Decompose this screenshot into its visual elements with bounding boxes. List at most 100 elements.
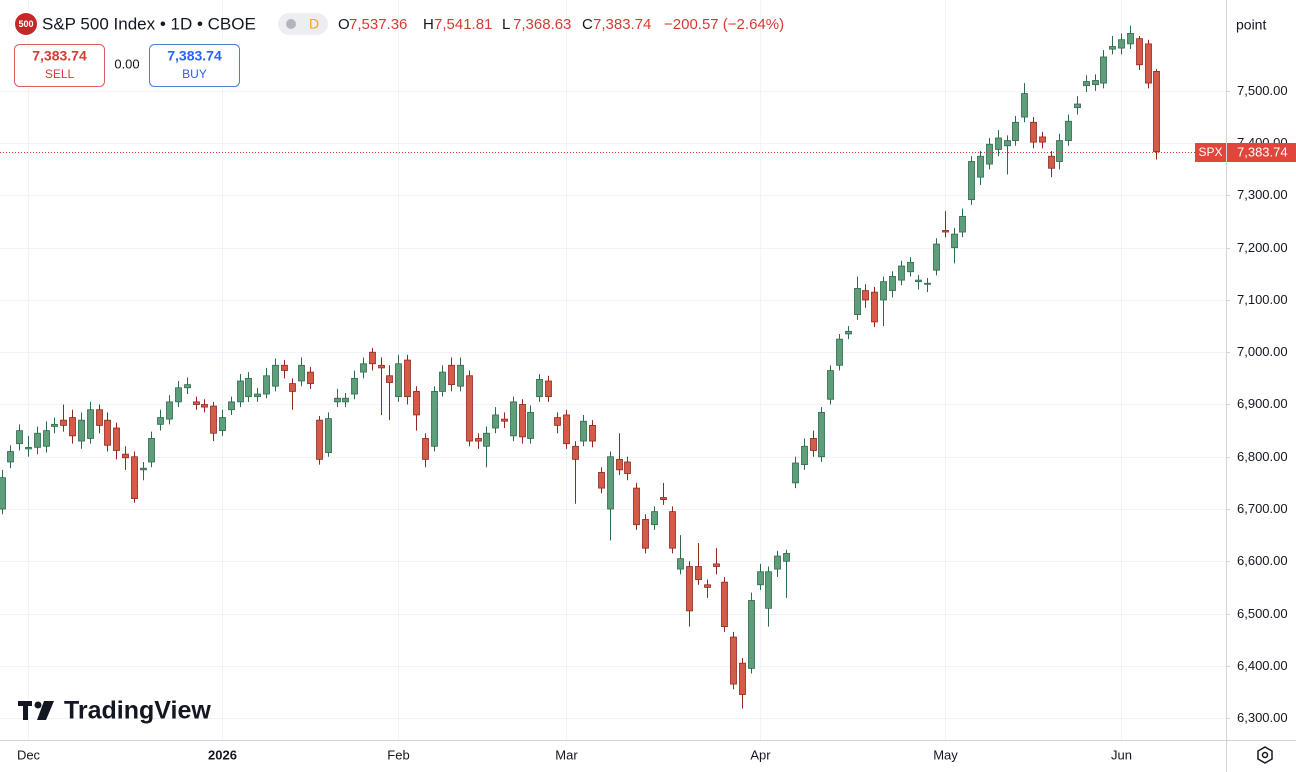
- candle-body: [113, 427, 120, 451]
- candle-body: [272, 364, 279, 387]
- candle-body: [298, 364, 305, 382]
- candle-body: [219, 417, 226, 432]
- candle-body: [439, 371, 446, 392]
- candle-body: [854, 288, 861, 316]
- y-tick-label: 7,100.00: [1237, 292, 1288, 307]
- candle-body: [933, 243, 940, 271]
- ohlc-legend: O 7,537.36 H 7,541.81 L 7,368.63 C 7,383.74: [338, 16, 651, 33]
- grid: [0, 0, 1230, 740]
- candle-body: [228, 401, 235, 411]
- candle-body: [624, 461, 631, 474]
- y-tick-label: 6,600.00: [1237, 553, 1288, 568]
- candle-body: [677, 558, 684, 570]
- candle-body: [166, 401, 173, 420]
- candle-body: [316, 419, 323, 460]
- tv-logo: [18, 701, 54, 720]
- candle-body: [510, 401, 517, 437]
- ohlc-value: 7,541.81: [434, 16, 492, 33]
- y-tick-label: 7,200.00: [1237, 240, 1288, 255]
- candle-body: [69, 417, 76, 437]
- candle-body: [378, 364, 385, 369]
- price-tag-text: 7,383.74: [1237, 144, 1288, 159]
- ohlc-key: H: [423, 16, 434, 33]
- candle-body: [78, 419, 85, 442]
- mode-dot: [286, 19, 296, 29]
- candle-body: [554, 417, 561, 426]
- candle-body: [325, 418, 332, 453]
- symbol-title[interactable]: S&P 500 Index • 1D • CBOE: [42, 14, 256, 33]
- candle-body: [536, 379, 543, 398]
- candle-body: [519, 404, 526, 438]
- candle-body: [862, 290, 869, 301]
- sell-button[interactable]: [14, 44, 105, 87]
- candle-body: [16, 430, 23, 445]
- x-tick-label: 2026: [208, 747, 237, 762]
- candle-body: [1065, 120, 1072, 141]
- candle-body: [184, 384, 191, 389]
- candle-body: [1056, 140, 1063, 162]
- candle-body: [60, 419, 67, 426]
- candle-body: [774, 555, 781, 570]
- buy-button[interactable]: [149, 44, 240, 87]
- x-tick-label: Dec: [17, 747, 41, 762]
- candle-body: [765, 571, 772, 609]
- sell-price: 7,383.74: [32, 48, 87, 64]
- candle-body: [351, 377, 358, 395]
- candle-body: [968, 161, 975, 201]
- candle-body: [360, 363, 367, 373]
- candle-body: [448, 364, 455, 386]
- candle-body: [7, 451, 14, 463]
- candle-body: [0, 477, 6, 510]
- candle-body: [1012, 121, 1019, 141]
- candle-body: [1136, 38, 1143, 66]
- candle-body: [748, 600, 755, 669]
- candle-body: [563, 414, 570, 445]
- candle-body: [730, 636, 737, 685]
- candle-body: [1145, 43, 1152, 84]
- candle-body: [1118, 39, 1125, 49]
- mode-letter: D: [309, 16, 319, 32]
- candle-body: [1092, 80, 1099, 86]
- buy-label: BUY: [182, 67, 207, 81]
- candle-body: [413, 391, 420, 416]
- candle-body: [1100, 56, 1107, 84]
- change: −200.57 (−2.64%): [664, 16, 784, 33]
- candle-body: [289, 383, 296, 392]
- candle-body: [395, 363, 402, 398]
- ohlc-key: O: [338, 16, 350, 33]
- candle-body: [431, 391, 438, 447]
- mode-pill[interactable]: [278, 13, 328, 35]
- candle-body: [704, 584, 711, 588]
- x-tick-label: Jun: [1111, 747, 1132, 762]
- candle-body: [598, 472, 605, 489]
- candle-body: [580, 420, 587, 442]
- candle-body: [245, 377, 252, 398]
- y-tick-label: 6,900.00: [1237, 396, 1288, 411]
- candle-body: [237, 380, 244, 403]
- candle-body: [483, 432, 490, 447]
- candle-body: [651, 511, 658, 526]
- axis-unit: point: [1236, 17, 1266, 33]
- settings-icon[interactable]: [1257, 746, 1273, 764]
- candle-body: [122, 453, 129, 459]
- ohlc-value: 7,383.74: [593, 16, 651, 33]
- candle-body: [1074, 103, 1081, 109]
- symbol-badge-text: 500: [18, 19, 33, 29]
- candle-body: [660, 497, 667, 501]
- ohlc-value: 7,537.36: [349, 16, 407, 33]
- candle-body: [157, 417, 164, 425]
- spread: 0.00: [114, 56, 139, 71]
- candle-body: [404, 359, 411, 398]
- candle-body: [713, 563, 720, 567]
- y-tick-label: 6,400.00: [1237, 658, 1288, 673]
- candle-body: [757, 571, 764, 586]
- candle-body: [572, 445, 579, 460]
- candle-body: [201, 404, 208, 408]
- candle-body: [466, 375, 473, 442]
- y-tick-label: 6,800.00: [1237, 449, 1288, 464]
- candle-body: [995, 137, 1002, 150]
- candle-body: [695, 566, 702, 580]
- candle-body: [210, 405, 217, 434]
- candle-body: [810, 438, 817, 451]
- candle-body: [175, 387, 182, 403]
